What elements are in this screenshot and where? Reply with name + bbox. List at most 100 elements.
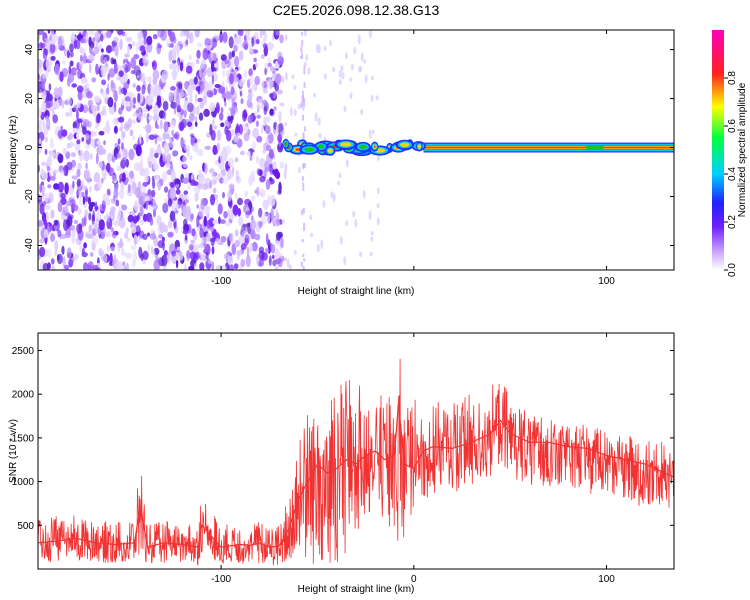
- noise-blob: [313, 92, 317, 98]
- noise-blob: [43, 90, 47, 97]
- noise-blob: [45, 248, 52, 258]
- spectrogram-ytick-label: 20: [24, 93, 35, 105]
- noise-blob: [129, 170, 135, 179]
- noise-blob: [364, 74, 368, 84]
- noise-blob: [161, 171, 168, 182]
- noise-blob: [173, 178, 180, 185]
- noise-blob: [267, 57, 272, 64]
- noise-blob: [38, 226, 44, 231]
- noise-blob: [231, 50, 235, 58]
- noise-blob: [208, 217, 215, 228]
- noise-blob: [232, 204, 239, 216]
- noise-blob: [120, 181, 124, 193]
- noise-blob: [271, 43, 275, 48]
- colorbar-tick-label: 0.4: [727, 167, 738, 181]
- noise-blob: [60, 125, 63, 131]
- noise-blob: [235, 169, 239, 182]
- noise-blob: [62, 256, 66, 268]
- noise-blob: [152, 178, 156, 189]
- noise-blob: [252, 127, 259, 139]
- noise-blob: [67, 73, 75, 83]
- noise-blob: [190, 213, 194, 220]
- noise-blob: [118, 206, 122, 219]
- noise-blob: [219, 112, 224, 121]
- noise-blob: [203, 63, 207, 70]
- noise-blob: [160, 30, 167, 41]
- noise-blob: [167, 198, 173, 207]
- signal-blob: [325, 145, 336, 156]
- noise-blob: [113, 36, 119, 43]
- noise-blob: [359, 251, 363, 258]
- noise-blob: [176, 86, 180, 98]
- noise-blob: [165, 162, 171, 169]
- spectrogram-ytick-label: -20: [24, 189, 35, 204]
- noise-blob: [122, 261, 126, 267]
- noise-blob: [54, 240, 59, 251]
- noise-blob: [79, 197, 83, 206]
- noise-blob: [250, 219, 257, 231]
- noise-blob: [300, 31, 303, 36]
- noise-blob: [261, 79, 265, 90]
- colorbar-label: Normalized spectral amplitude: [737, 82, 748, 217]
- noise-blob: [211, 74, 215, 85]
- noise-blob: [40, 102, 48, 112]
- noise-blob: [127, 183, 131, 194]
- spectrogram-ridge: [282, 138, 674, 157]
- noise-blob: [184, 234, 188, 241]
- signal-blob-core: [373, 145, 376, 148]
- noise-blob: [39, 238, 45, 244]
- noise-blob: [254, 75, 261, 86]
- noise-blob: [135, 42, 139, 53]
- noise-blob: [205, 251, 209, 260]
- noise-blob: [184, 144, 191, 152]
- noise-blob: [80, 180, 85, 187]
- noise-blob: [203, 215, 207, 227]
- noise-blob: [250, 229, 256, 240]
- noise-blob: [238, 79, 245, 87]
- noise-blob: [142, 191, 146, 204]
- noise-blob: [77, 162, 82, 171]
- noise-blob: [41, 201, 47, 207]
- colorbar-tick-label: 0.0: [727, 263, 738, 277]
- signal-blob: [299, 144, 320, 155]
- noise-blob: [230, 86, 235, 96]
- noise-blob: [100, 64, 107, 77]
- noise-blob: [224, 101, 227, 107]
- noise-blob: [376, 202, 380, 209]
- noise-blob: [203, 162, 208, 175]
- snr-xtick-label: 100: [598, 574, 615, 585]
- noise-blob: [200, 198, 205, 211]
- noise-blob: [330, 191, 334, 199]
- noise-blob: [214, 159, 220, 166]
- noise-blob: [343, 105, 347, 113]
- noise-blob: [145, 195, 150, 200]
- signal-blob-inner: [340, 142, 352, 147]
- noise-blob: [303, 82, 306, 88]
- noise-blob: [98, 130, 105, 136]
- noise-blob: [354, 218, 358, 228]
- signal-blob: [355, 141, 371, 152]
- noise-blob: [162, 100, 169, 111]
- noise-blob: [182, 177, 189, 184]
- noise-blob: [277, 142, 284, 153]
- noise-blob: [172, 150, 179, 157]
- noise-blob: [265, 233, 269, 245]
- noise-blob: [132, 215, 138, 224]
- noise-blob: [343, 256, 347, 266]
- noise-blob: [245, 255, 251, 267]
- noise-blob: [105, 212, 109, 220]
- noise-blob: [76, 223, 83, 234]
- noise-blob: [300, 46, 303, 53]
- noise-blob: [151, 61, 155, 67]
- noise-blob: [121, 247, 125, 256]
- noise-blob: [82, 195, 86, 205]
- noise-blob: [228, 183, 235, 190]
- noise-blob: [277, 231, 283, 239]
- noise-blob: [137, 212, 141, 220]
- noise-blob: [80, 54, 83, 62]
- noise-blob: [159, 119, 163, 130]
- noise-blob: [67, 96, 72, 107]
- noise-blob: [171, 201, 179, 212]
- noise-blob: [300, 101, 303, 108]
- noise-blob: [198, 112, 204, 121]
